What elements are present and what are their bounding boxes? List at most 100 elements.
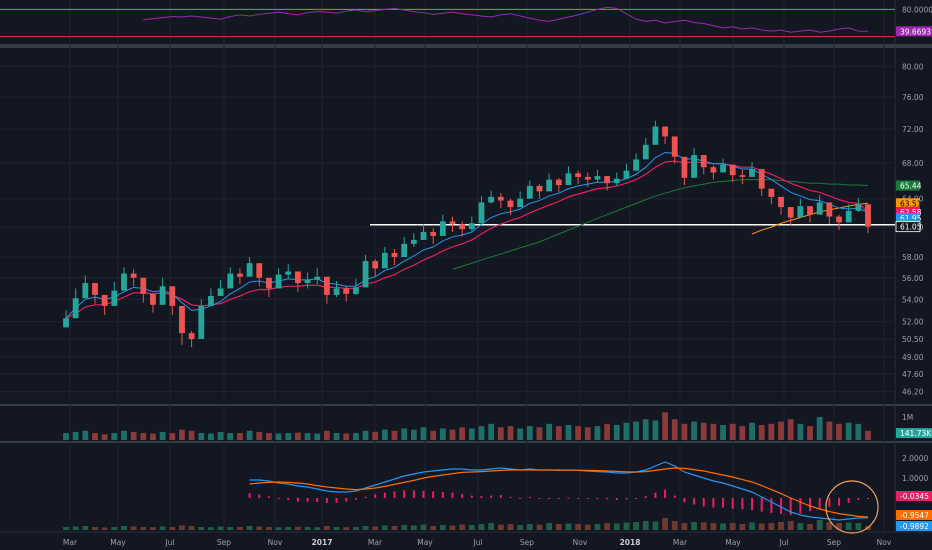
macd-volume-bar	[82, 526, 89, 530]
macd-histogram-bar	[432, 491, 435, 498]
price-axis-label: 46.20	[902, 388, 924, 397]
macd-histogram-bar	[490, 495, 493, 498]
candle-body	[130, 273, 137, 278]
volume-bar	[517, 428, 524, 440]
candle-body	[188, 333, 195, 339]
candle-body	[816, 202, 823, 215]
candle-body	[237, 273, 243, 277]
macd-volume-bar	[845, 522, 852, 530]
candle-body	[333, 288, 340, 295]
candle-body	[710, 167, 717, 173]
volume-bar	[845, 422, 852, 440]
macd-histogram-bar	[287, 498, 290, 500]
price-pane[interactable]	[63, 120, 895, 348]
candle-body	[449, 221, 456, 225]
macd-volume-bar	[304, 527, 311, 530]
macd-volume-bar	[720, 523, 726, 530]
volume-bar	[739, 426, 746, 440]
macd-volume-bar	[256, 526, 263, 530]
volume-bar	[130, 431, 137, 440]
candle-body	[295, 271, 301, 284]
candle-body	[700, 155, 707, 168]
macd-volume-bar	[169, 527, 176, 530]
candle-body	[681, 156, 688, 178]
macd-histogram-bar	[760, 498, 763, 512]
candle-body	[787, 207, 794, 218]
volume-bar	[304, 433, 311, 440]
macd-histogram-bar	[751, 498, 754, 510]
candle-body	[575, 173, 582, 177]
highlight-circle	[825, 480, 879, 534]
volume-bar	[439, 428, 446, 440]
price-axis-label: 58.00	[902, 253, 924, 262]
candle-body	[459, 224, 466, 230]
time-axis-label: 2017	[312, 538, 333, 547]
macd-histogram-bar	[451, 492, 454, 498]
candle-body	[314, 276, 321, 280]
candle-body	[739, 175, 746, 177]
volume-bar	[343, 433, 350, 440]
macd-volume-bar	[401, 525, 408, 530]
volume-bar	[285, 433, 292, 440]
rsi-pane[interactable]	[0, 6, 895, 38]
price-tag-label: 61.95	[900, 214, 922, 223]
macd-histogram-bar	[316, 498, 319, 503]
candle-body	[246, 263, 253, 277]
candle-body	[121, 273, 127, 291]
price-axis-label: 72.00	[902, 125, 924, 134]
volume-bar	[295, 432, 301, 440]
volume-bar	[72, 431, 79, 440]
candle-body	[304, 279, 311, 284]
macd-volume-bar	[92, 527, 98, 530]
volume-bar	[150, 433, 156, 440]
macd-histogram-bar	[644, 496, 647, 498]
macd-histogram-bar	[248, 493, 251, 498]
time-axis-label: Nov	[573, 538, 588, 547]
macd-volume-bar	[111, 527, 118, 530]
price-axis-label: 56.00	[902, 274, 924, 283]
macd-volume-bar	[681, 523, 688, 530]
macd-volume-bar	[150, 527, 156, 530]
candle-body	[497, 196, 504, 201]
time-axis-label: Sep	[827, 538, 841, 547]
time-axis-label: Nov	[877, 538, 892, 547]
volume-bar	[642, 419, 649, 440]
time-axis[interactable]: Mar May Jul Sep Nov 2017 Mar May Jul Sep Nov 2018 Ma…	[63, 538, 892, 547]
volume-bar	[749, 422, 755, 440]
candle-body	[323, 276, 330, 295]
macd-volume-bar	[285, 527, 292, 530]
candle-body	[797, 206, 804, 218]
volume-pane[interactable]	[63, 412, 871, 440]
macd-histogram-bar	[741, 498, 744, 510]
price-axis[interactable]: 80.000039.669380.0076.0072.0068.0064.006…	[895, 5, 932, 531]
candle-body	[720, 164, 726, 173]
volume-bar	[333, 433, 340, 440]
volume-bar	[381, 429, 388, 440]
macd-histogram-bar	[596, 498, 599, 500]
macd-histogram-bar	[586, 498, 589, 499]
volume-value-label: 141.73K	[900, 429, 932, 438]
macd-volume-bar	[517, 525, 524, 530]
macd-volume-bar	[295, 526, 301, 530]
candle-body	[140, 277, 147, 294]
candle-body	[256, 263, 263, 278]
macd-histogram-bar	[683, 498, 686, 503]
rsi-value-label: 39.6693	[900, 27, 931, 36]
price-axis-label: 47.60	[902, 370, 924, 379]
time-axis-label: May	[725, 538, 741, 547]
macd-volume-bar	[555, 524, 562, 530]
macd-volume-bar	[208, 527, 214, 530]
price-axis-label: 76.00	[902, 93, 924, 102]
macd-volume-bar	[613, 523, 620, 530]
macd-histogram-bar	[441, 492, 444, 498]
price-axis-label: 54.00	[902, 295, 924, 304]
candle-body	[227, 273, 234, 289]
macd-volume-bar	[575, 524, 582, 530]
macd-pane[interactable]	[63, 461, 879, 534]
macd-volume-bar	[430, 526, 437, 530]
macd-volume-bar	[565, 523, 572, 530]
time-axis-label: Mar	[368, 538, 383, 547]
price-tag-label: 63.51	[900, 199, 922, 208]
